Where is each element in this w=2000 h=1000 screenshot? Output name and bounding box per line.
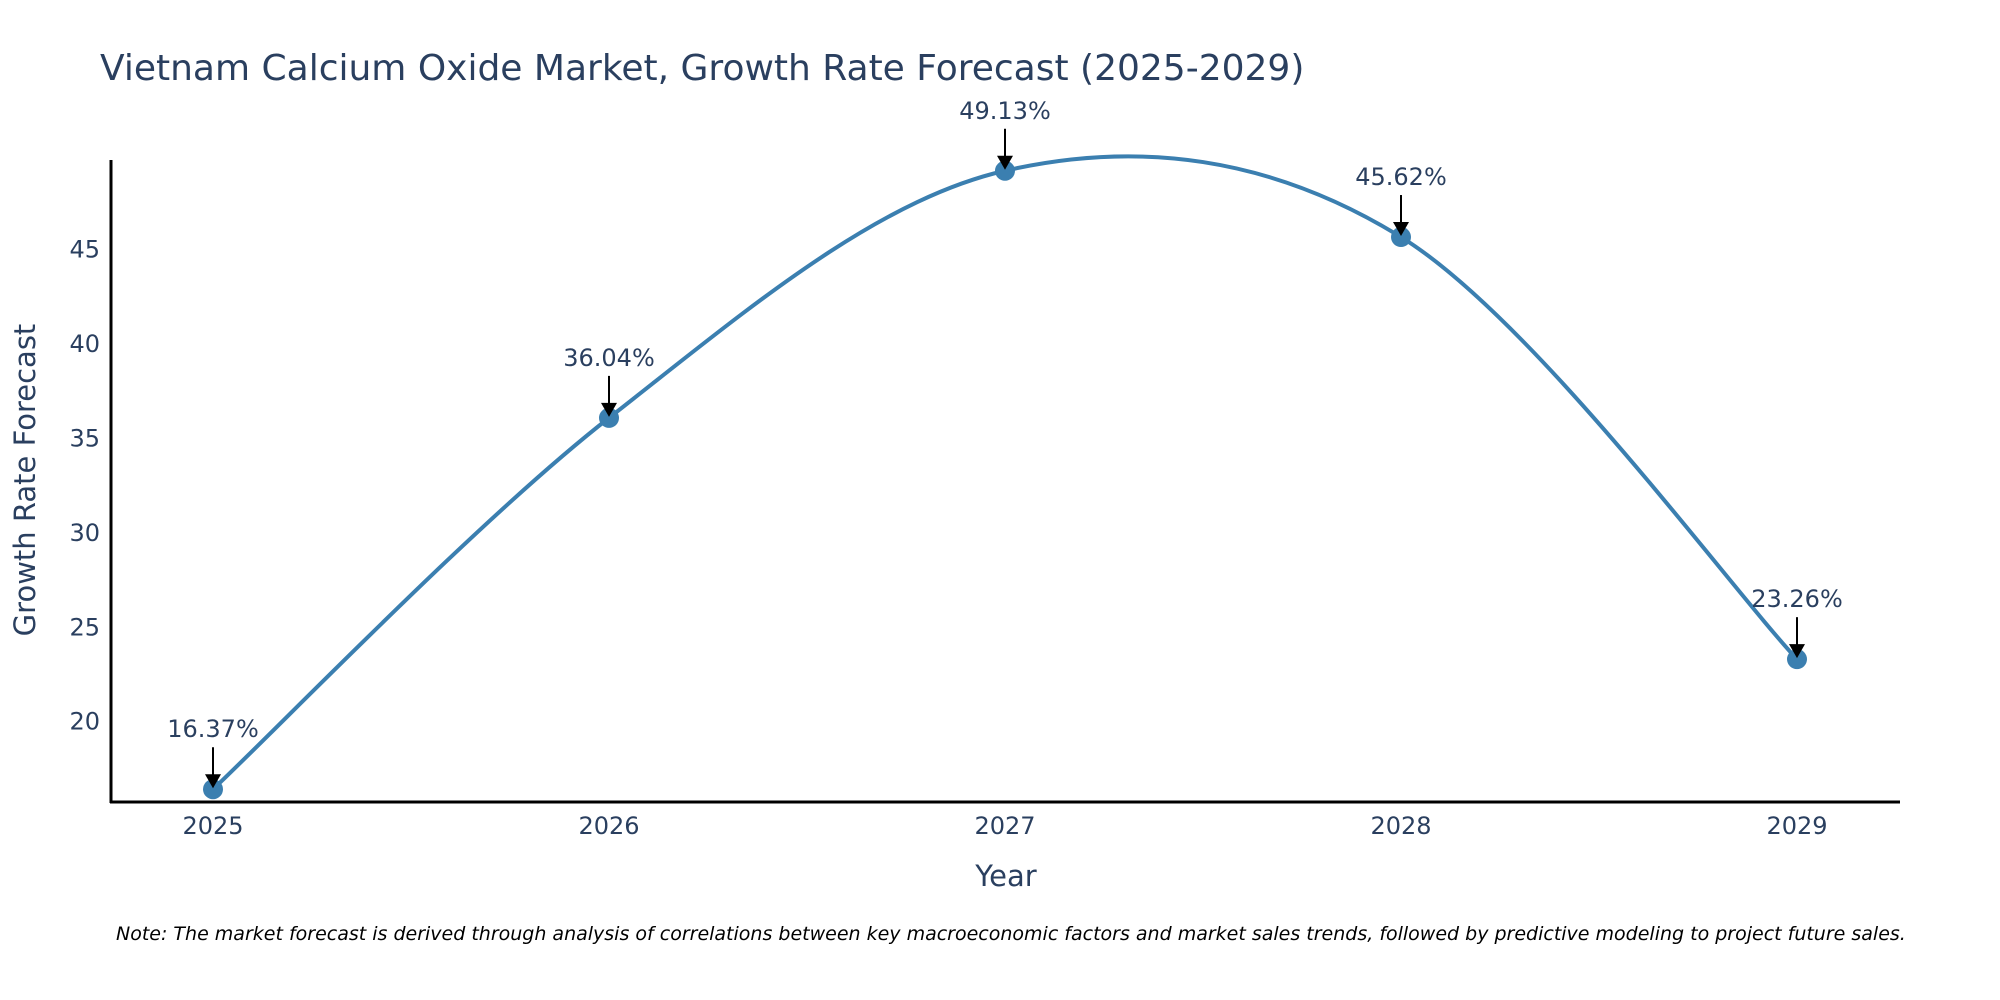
data-label: 23.26%	[1751, 585, 1843, 613]
y-tick-label: 40	[69, 330, 100, 358]
data-label: 49.13%	[959, 97, 1051, 125]
x-axis-ticks: 2025 2026 2027 2028 2029	[182, 812, 1827, 840]
data-labels: 16.37% 36.04% 49.13% 45.62% 23.26%	[167, 97, 1843, 789]
data-point	[203, 779, 223, 800]
data-point	[995, 160, 1015, 181]
y-tick-label: 30	[69, 519, 100, 547]
y-tick-label: 20	[69, 708, 100, 736]
data-point	[1787, 649, 1807, 670]
y-tick-label: 25	[69, 613, 100, 641]
data-label: 16.37%	[167, 715, 259, 743]
annotation-arrow-head	[205, 774, 221, 789]
series-line	[211, 154, 1799, 791]
x-axis-title: Year	[974, 859, 1036, 893]
data-points	[203, 160, 1807, 800]
y-axis-title: Growth Rate Forecast	[8, 324, 42, 637]
y-tick-label: 45	[69, 236, 100, 264]
x-tick-label: 2026	[578, 812, 639, 840]
y-tick-label: 35	[69, 425, 100, 453]
annotation-arrow-head	[1393, 222, 1409, 237]
data-label: 36.04%	[563, 344, 655, 372]
y-axis-ticks: 20 25 30 35 40 45	[69, 236, 100, 736]
annotation-arrow-head	[601, 402, 617, 417]
annotation-arrow-head	[1789, 644, 1805, 659]
annotation-arrow-head	[997, 155, 1013, 170]
x-tick-label: 2029	[1766, 812, 1827, 840]
data-point	[1391, 227, 1411, 248]
data-point	[599, 407, 619, 428]
data-label: 45.62%	[1355, 163, 1447, 191]
footnote: Note: The market forecast is derived thr…	[116, 923, 1906, 945]
x-tick-label: 2027	[974, 812, 1035, 840]
x-tick-label: 2028	[1370, 812, 1431, 840]
chart-title: Vietnam Calcium Oxide Market, Growth Rat…	[100, 48, 1304, 89]
x-tick-label: 2025	[182, 812, 243, 840]
